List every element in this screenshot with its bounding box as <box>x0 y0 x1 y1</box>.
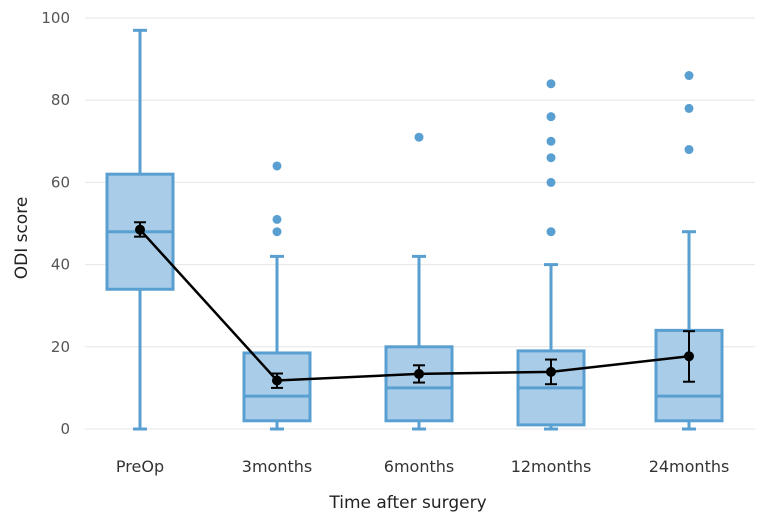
box-iqr-6months <box>384 345 454 423</box>
y-tick-label-20: 20 <box>51 338 70 356</box>
y-tick-label-100: 100 <box>41 9 70 27</box>
outlier-point-12months-2 <box>546 153 556 163</box>
outlier-point-12months-1 <box>546 177 556 187</box>
outlier-point-24months-2 <box>684 71 694 81</box>
y-tick-label-80: 80 <box>51 91 70 109</box>
outlier-point-3months-1 <box>272 214 282 224</box>
y-tick-label-60: 60 <box>51 173 70 191</box>
x-axis-ticks: PreOp 3months 6months 12months 24months <box>116 457 729 476</box>
y-axis-ticks: 0 20 40 60 80 100 <box>41 9 70 438</box>
mean-point-6months <box>414 368 424 379</box>
outlier-point-12months-0 <box>546 227 556 237</box>
x-tick-label-6months: 6months <box>384 457 454 476</box>
outlier-point-24months-0 <box>684 145 694 155</box>
outlier-point-12months-4 <box>546 112 556 122</box>
mean-point-3months <box>272 375 282 386</box>
mean-point-24months <box>684 351 694 362</box>
outlier-point-12months-5 <box>546 79 556 89</box>
x-tick-label-3months: 3months <box>242 457 312 476</box>
x-axis-title: Time after surgery <box>328 493 486 513</box>
y-tick-label-0: 0 <box>60 420 70 438</box>
outlier-point-6months-0 <box>414 132 424 142</box>
outlier-point-3months-0 <box>272 227 282 237</box>
box-3months <box>242 161 312 431</box>
outlier-point-12months-3 <box>546 136 556 146</box>
box-6months <box>384 132 454 431</box>
x-tick-label-PreOp: PreOp <box>116 457 164 476</box>
outlier-point-3months-2 <box>272 161 282 171</box>
mean-series <box>134 221 695 389</box>
outlier-point-24months-1 <box>684 103 694 113</box>
mean-point-12months <box>546 366 556 377</box>
x-tick-label-24months: 24months <box>649 457 730 476</box>
y-axis-title: ODI score <box>12 197 32 280</box>
mean-point-PreOp <box>135 224 145 235</box>
x-tick-label-12months: 12months <box>511 457 592 476</box>
box-plots <box>105 28 724 431</box>
y-tick-label-40: 40 <box>51 256 70 274</box>
